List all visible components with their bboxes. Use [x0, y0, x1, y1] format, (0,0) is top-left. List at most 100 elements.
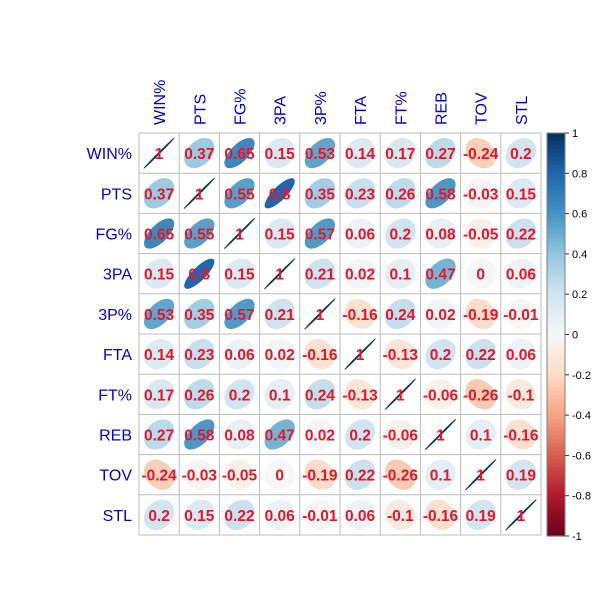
cell-value: 0.8 [189, 267, 211, 284]
cell-ellipse [344, 178, 376, 209]
colorbar-tick-label: 0.2 [572, 289, 587, 301]
cell-value: -0.05 [463, 227, 499, 244]
colorbar-segment [547, 455, 565, 461]
colorbar-segment [547, 394, 565, 400]
cell-value: 0.15 [144, 267, 175, 284]
cell-ellipse [184, 379, 215, 410]
colorbar-segment [547, 475, 565, 481]
cell-value: -0.19 [302, 468, 338, 485]
cell-ellipse [505, 499, 537, 531]
colorbar-segment [547, 314, 565, 319]
cell-value: 0.2 [430, 347, 452, 364]
row-label: TOV [99, 468, 132, 485]
cell-ellipse [425, 258, 456, 289]
cell-ellipse [385, 499, 416, 531]
column-label: STL [514, 96, 531, 125]
cell-ellipse [264, 499, 295, 531]
column-label: FTA [353, 96, 370, 125]
cell-ellipse [304, 298, 336, 330]
colorbar-segment [547, 318, 565, 324]
cell-value: 1 [275, 267, 284, 284]
row-label: FT% [98, 387, 132, 404]
colorbar-segment [547, 209, 565, 215]
cell-value: 0.06 [224, 347, 255, 364]
cell-ellipse [425, 459, 456, 490]
cell-value: 1 [235, 227, 244, 244]
cell-ellipse [224, 419, 255, 450]
cell-value: 0.27 [425, 146, 455, 163]
colorbar-segment [547, 290, 565, 295]
cell-ellipse [385, 178, 416, 209]
cell-ellipse [143, 419, 175, 450]
cell-ellipse [184, 338, 215, 370]
row-label: 3PA [103, 267, 132, 284]
colorbar-segment [547, 342, 565, 348]
cell-value: 0.06 [506, 267, 537, 284]
cell-ellipse [465, 338, 496, 370]
colorbar-segment [547, 390, 565, 396]
cell-value: -0.01 [302, 508, 338, 525]
cell-value: 1 [517, 508, 526, 525]
cell-ellipse [385, 419, 416, 450]
cell-value: 1 [476, 468, 485, 485]
cell-value: 0.57 [224, 307, 254, 324]
cell-ellipse [425, 338, 456, 370]
cell-ellipse [183, 177, 216, 210]
cell-ellipse [425, 178, 456, 209]
cell-ellipse [264, 338, 295, 370]
cell-value: 0.06 [506, 347, 537, 364]
cell-value: 0.65 [144, 227, 175, 244]
colorbar-segment [547, 286, 565, 291]
cell-value: 0.2 [390, 227, 412, 244]
cell-ellipse [465, 258, 496, 289]
column-label: 3P% [313, 91, 330, 125]
cell-ellipse [425, 499, 456, 531]
colorbar-segment [547, 354, 565, 360]
cell-value: 0.2 [349, 428, 371, 445]
cell-value: 0.47 [265, 428, 295, 445]
cell-ellipse [224, 338, 255, 370]
cell-ellipse [304, 379, 336, 410]
cell-ellipse [425, 379, 456, 410]
colorbar-segment [547, 427, 565, 432]
cell-ellipse [264, 459, 295, 490]
cells-group: 1 0.37 0.65 0.15 0.53 0.14 0.17 0.27 -0.24 0.2 0.3… [141, 137, 539, 531]
colorbar-segment [547, 257, 565, 263]
colorbar-tick-label: -0.4 [572, 410, 591, 422]
colorbar-segment [547, 278, 565, 283]
cell-value: 0.06 [265, 508, 296, 525]
cell-ellipse [465, 218, 496, 249]
colorbar-segment [547, 515, 565, 521]
colorbar-segment [547, 467, 565, 473]
cell-value: 0.06 [345, 227, 376, 244]
cell-ellipse [143, 338, 175, 370]
cell-value: 0.22 [224, 508, 254, 525]
cell-ellipse [505, 218, 537, 249]
colorbar-segment [547, 229, 565, 235]
cell-ellipse [465, 178, 496, 209]
cell-ellipse [143, 137, 175, 169]
cell-ellipse [304, 137, 336, 169]
cell-value: 0.53 [144, 307, 175, 324]
colorbar-tick-label: 0 [572, 330, 578, 342]
colorbar-segment [547, 157, 565, 162]
cell-value: -0.19 [463, 307, 499, 324]
colorbar-segment [547, 463, 565, 469]
cell-value: 0.2 [148, 508, 170, 525]
colorbar-segment [547, 261, 565, 267]
colorbar-segment [547, 423, 565, 428]
cell-ellipse [304, 338, 336, 370]
column-label: 3PA [273, 96, 290, 125]
cell-value: 0.15 [224, 267, 255, 284]
cell-value: 0.58 [425, 186, 456, 203]
cell-ellipse [424, 418, 457, 451]
cell-ellipse [224, 137, 255, 169]
cell-value: 1 [316, 307, 325, 324]
cell-value: -0.24 [463, 146, 499, 163]
cell-value: 0.24 [305, 387, 336, 404]
colorbar-segment [547, 374, 565, 380]
cell-value: 0.14 [144, 347, 175, 364]
cell-ellipse [264, 379, 295, 410]
cell-ellipse [344, 499, 376, 531]
